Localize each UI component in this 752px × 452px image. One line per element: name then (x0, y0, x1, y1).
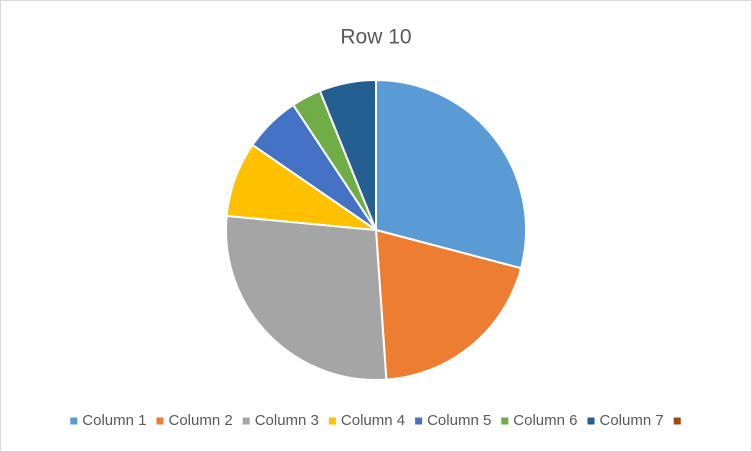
legend-label: Column 2 (168, 412, 232, 429)
legend-label: Column 6 (513, 412, 577, 429)
legend-label: Column 7 (600, 412, 664, 429)
legend-label: Column 3 (255, 412, 319, 429)
pie-slice (374, 228, 523, 381)
legend-marker (242, 417, 250, 425)
pie-slice (375, 78, 527, 270)
legend-marker (501, 417, 509, 425)
legend-marker (328, 417, 336, 425)
legend-marker (156, 417, 164, 425)
chart-title: Row 10 (340, 26, 411, 49)
pie-slice (225, 214, 388, 381)
legend-marker (587, 417, 595, 425)
legend-label: Column 1 (82, 412, 146, 429)
legend-marker (70, 417, 78, 425)
legend-marker (415, 417, 423, 425)
legend-marker (673, 417, 681, 425)
legend: Column 1 Column 2 Column 3 Column 4 Column 5… (70, 412, 681, 429)
legend-label: Column 5 (427, 412, 491, 429)
legend-label: Column 4 (341, 412, 405, 429)
